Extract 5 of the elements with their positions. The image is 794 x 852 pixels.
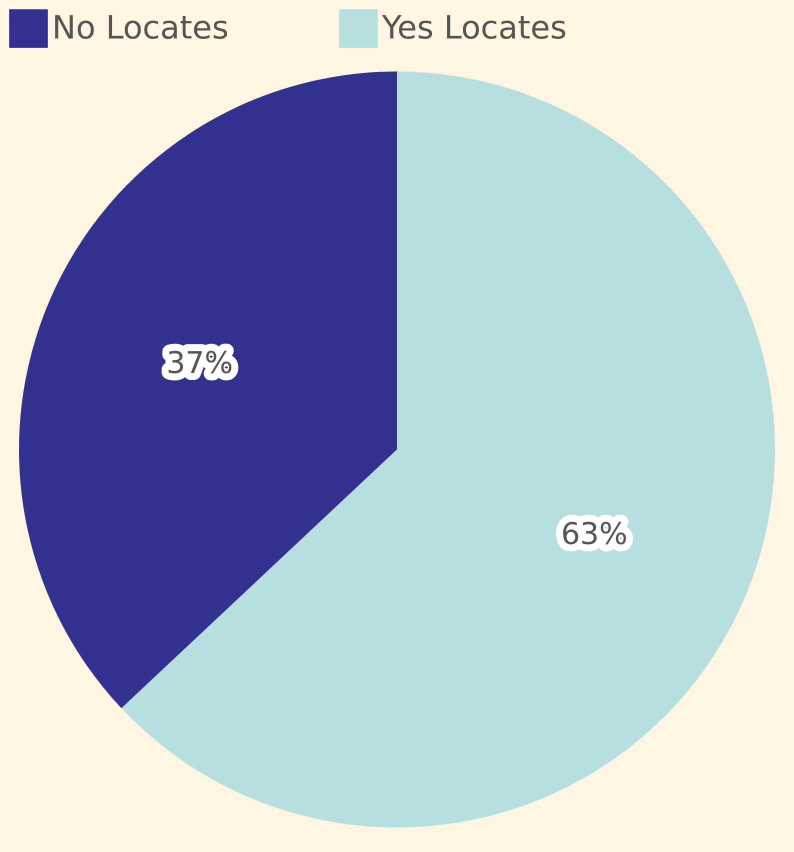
legend-label: No Locates (52, 8, 229, 47)
legend-label: Yes Locates (381, 8, 567, 47)
pie-slice (19, 72, 397, 708)
pie-slice (121, 72, 775, 828)
data-label: 63% (560, 516, 628, 552)
